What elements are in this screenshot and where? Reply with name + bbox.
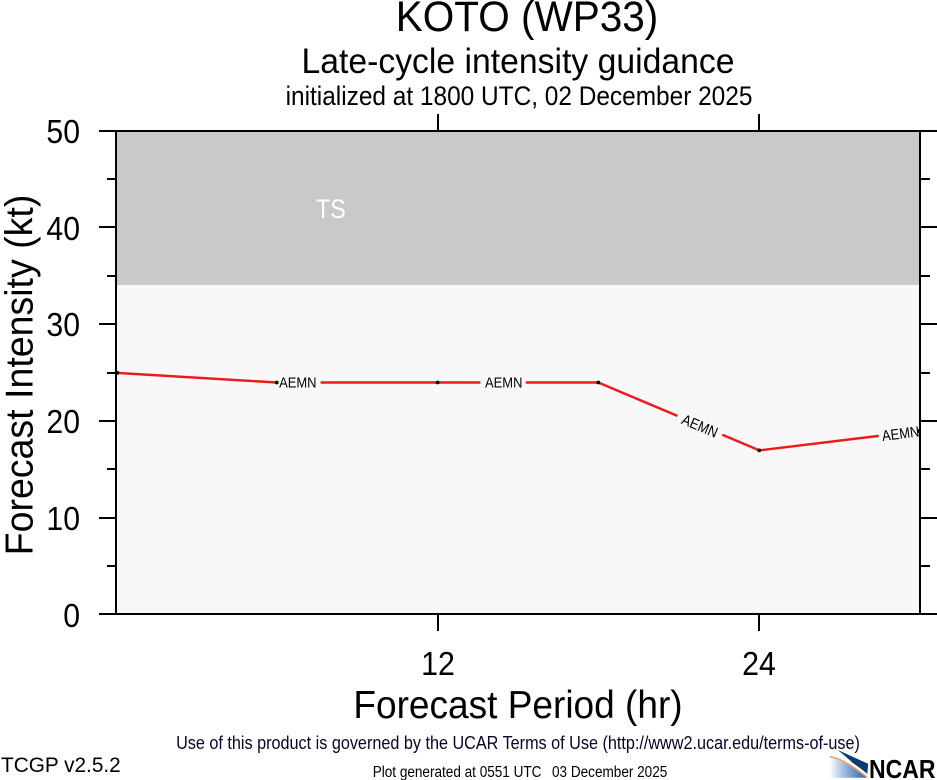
svg-text:AEMN: AEMN — [679, 411, 720, 441]
svg-text:AEMN: AEMN — [485, 374, 522, 391]
svg-text:AEMN: AEMN — [881, 423, 920, 445]
svg-text:AEMN: AEMN — [279, 374, 316, 391]
